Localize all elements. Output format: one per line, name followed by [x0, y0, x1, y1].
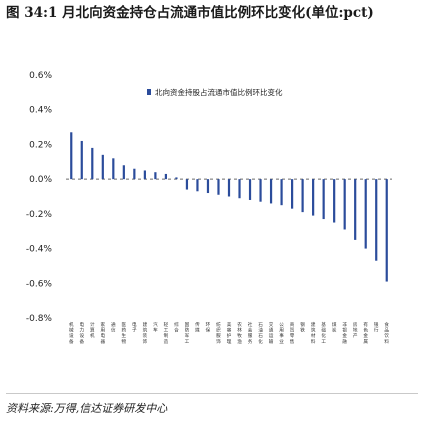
bar — [185, 179, 189, 190]
bar — [375, 179, 378, 261]
x-tick-label: 非银金融 — [342, 321, 347, 345]
bar — [280, 179, 283, 206]
bar — [154, 172, 157, 180]
x-tick-label: 煤炭 — [332, 321, 337, 334]
x-tick-label: 石油石化 — [258, 322, 263, 345]
y-tick-label: 0.6% — [29, 71, 52, 81]
x-tick-label: 钢铁 — [300, 321, 305, 334]
x-tick-label: 食品饮料 — [384, 321, 389, 345]
x-tick-label: 国防军工 — [185, 322, 190, 345]
source-note: 资料来源:万得,信达证券研发中心 — [6, 402, 168, 415]
bar — [291, 179, 294, 209]
bar — [343, 179, 346, 230]
x-tick-label: 有色金属 — [363, 321, 368, 345]
bar — [259, 179, 262, 202]
x-tick-label: 建筑材料 — [311, 321, 316, 345]
bar — [333, 179, 336, 223]
x-tick-label: 通信 — [111, 321, 116, 334]
x-tick-label: 电力设备 — [79, 321, 84, 345]
y-tick-label: 0.2% — [29, 140, 52, 150]
x-tick-label: 计算机 — [90, 321, 95, 339]
bar — [269, 179, 273, 204]
bar — [112, 158, 115, 180]
bar — [196, 179, 199, 192]
x-tick-label: 农林牧渔 — [237, 321, 242, 345]
bar — [80, 140, 83, 180]
x-tick-label: 汽车 — [153, 321, 158, 334]
legend-label: 北向资金持股占流通市值比例环比变化 — [155, 87, 283, 97]
bar — [175, 177, 178, 180]
bar — [70, 132, 73, 180]
bar-series — [70, 132, 388, 282]
x-tick-label: 社会服务 — [248, 321, 253, 345]
bar — [385, 179, 388, 282]
x-tick-label: 综合 — [174, 321, 179, 334]
x-tick-label: 美容护理 — [227, 321, 232, 345]
y-tick-label: 0.4% — [29, 106, 52, 116]
bar — [101, 154, 104, 180]
bar — [133, 168, 136, 180]
x-tick-label: 电子 — [132, 321, 137, 334]
legend: 北向资金持股占流通市值比例环比变化 — [147, 87, 283, 97]
legend-swatch — [147, 89, 151, 95]
x-tick-label: 环保 — [206, 322, 211, 334]
bar — [301, 179, 304, 213]
x-tick-label: 商贸零售 — [290, 321, 295, 345]
x-tick-label: 交通运输 — [269, 321, 274, 345]
bar — [227, 179, 231, 197]
x-tick-label: 银行 — [374, 321, 379, 334]
bar — [364, 179, 367, 249]
bar — [122, 165, 125, 180]
x-tick-label: 传媒 — [195, 321, 200, 334]
x-tick-label: 建筑装饰 — [143, 321, 148, 345]
x-tick-label: 基础化工 — [321, 321, 326, 345]
bar — [91, 147, 94, 180]
x-tick-label: 公用事业 — [279, 322, 284, 345]
y-tick-label: 0.0% — [29, 175, 52, 185]
bar — [312, 179, 315, 216]
footer-divider — [6, 393, 418, 394]
x-tick-label: 机械设备 — [69, 321, 74, 345]
bar — [248, 179, 252, 200]
bar — [322, 179, 325, 220]
bar — [238, 179, 241, 199]
bar — [206, 179, 210, 194]
y-axis: 0.6% 0.4% 0.2% 0.0% -0.2% -0.4% -0.6% -0.8% — [26, 71, 392, 324]
x-tick-label: 轻工制造 — [164, 321, 169, 345]
bar — [217, 179, 220, 195]
x-tick-label: 房地产 — [353, 321, 358, 339]
bar — [164, 173, 167, 180]
bar — [143, 170, 146, 180]
bar — [354, 179, 357, 240]
x-tick-label: 医药生物 — [122, 322, 127, 345]
y-tick-label: -0.6% — [26, 279, 53, 289]
x-tick-label: 家用电器 — [101, 321, 106, 345]
figure-title: 图 34:1 月北向资金持仓占流通市值比例环比变化(单位:pct) — [6, 5, 374, 21]
y-tick-label: -0.8% — [26, 314, 53, 324]
y-tick-label: -0.4% — [26, 245, 53, 255]
x-tick-label: 纺织服饰 — [216, 321, 221, 345]
y-tick-label: -0.2% — [26, 210, 53, 220]
